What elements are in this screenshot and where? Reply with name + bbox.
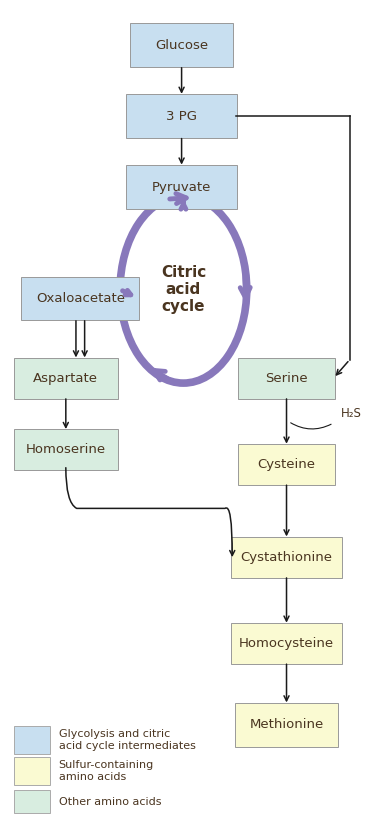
Text: Methionine: Methionine <box>250 718 324 731</box>
FancyBboxPatch shape <box>126 95 237 139</box>
Text: 3 PG: 3 PG <box>166 110 197 123</box>
Text: Homocysteine: Homocysteine <box>239 637 334 650</box>
FancyBboxPatch shape <box>231 537 342 578</box>
Text: Citric
acid
cycle: Citric acid cycle <box>161 265 206 315</box>
FancyBboxPatch shape <box>239 358 335 399</box>
FancyBboxPatch shape <box>14 430 117 470</box>
FancyArrowPatch shape <box>66 468 235 556</box>
FancyBboxPatch shape <box>239 444 335 485</box>
Text: Other amino acids: Other amino acids <box>59 797 161 807</box>
FancyBboxPatch shape <box>235 703 338 747</box>
Text: Cysteine: Cysteine <box>258 458 316 471</box>
FancyBboxPatch shape <box>130 24 233 68</box>
Text: Glycolysis and citric
acid cycle intermediates: Glycolysis and citric acid cycle interme… <box>59 729 196 751</box>
Text: Oxaloacetate: Oxaloacetate <box>36 292 125 305</box>
Text: Pyruvate: Pyruvate <box>152 180 211 193</box>
Text: Homoserine: Homoserine <box>26 443 106 456</box>
FancyBboxPatch shape <box>14 757 50 785</box>
Text: Cystathionine: Cystathionine <box>240 551 333 564</box>
Text: Serine: Serine <box>265 372 308 385</box>
Text: H₂S: H₂S <box>341 407 361 420</box>
FancyBboxPatch shape <box>231 623 342 663</box>
FancyBboxPatch shape <box>126 165 237 209</box>
FancyBboxPatch shape <box>14 726 50 754</box>
Text: Sulfur-containing
amino acids: Sulfur-containing amino acids <box>59 760 154 782</box>
FancyBboxPatch shape <box>14 790 50 813</box>
Text: Glucose: Glucose <box>155 39 208 52</box>
FancyBboxPatch shape <box>14 358 117 399</box>
FancyBboxPatch shape <box>21 276 139 320</box>
Text: Aspartate: Aspartate <box>33 372 98 385</box>
